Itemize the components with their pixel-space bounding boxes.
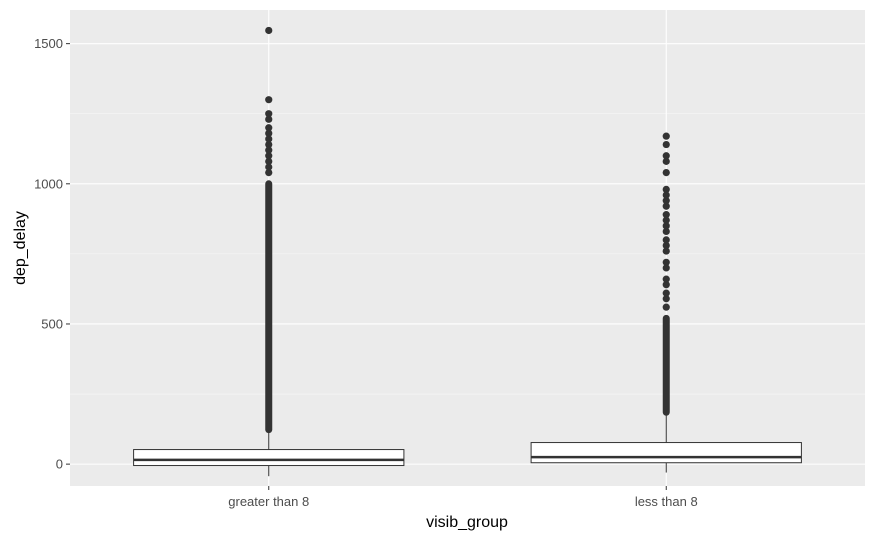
box-group: [133, 26, 405, 477]
outlier-point: [662, 264, 670, 272]
box-iqr: [530, 442, 802, 464]
outlier-point: [662, 152, 670, 160]
outlier-point: [265, 115, 273, 123]
outlier-point: [662, 247, 670, 255]
y-tick-label: 500: [41, 316, 63, 331]
outlier-point: [662, 236, 670, 244]
outlier-point: [265, 163, 273, 171]
x-tick-label: greater than 8: [228, 494, 309, 509]
outlier-point: [662, 289, 670, 297]
outlier-point: [265, 124, 273, 132]
outlier-point: [662, 258, 670, 266]
outlier-point: [662, 216, 670, 224]
outlier-point: [662, 303, 670, 311]
outlier-point: [662, 197, 670, 205]
x-axis-ticks: greater than 8 less than 8: [228, 486, 698, 509]
y-tick-label: 0: [56, 457, 63, 472]
outlier-point: [662, 211, 670, 219]
outlier-point: [662, 222, 670, 230]
outlier-point: [662, 168, 670, 177]
minor-gridlines: [70, 113, 865, 395]
outlier-point: [265, 135, 273, 143]
outlier-point: [662, 281, 670, 289]
panel-background: [70, 10, 865, 486]
box-group: [530, 132, 802, 473]
outlier-point: [662, 227, 670, 236]
outlier-point: [265, 110, 273, 118]
outlier-point: [662, 191, 670, 199]
outlier-point: [662, 202, 670, 210]
y-tick-label: 1000: [34, 176, 63, 191]
outlier-point: [265, 152, 273, 160]
outlier-point: [662, 132, 670, 140]
outlier-point: [662, 295, 670, 303]
outlier-point: [265, 26, 273, 35]
outlier-point: [662, 157, 670, 165]
outlier-point: [265, 96, 273, 104]
x-axis-title: visib_group: [426, 514, 508, 531]
y-axis-ticks: 0 500 1000 1500: [34, 36, 70, 472]
outlier-point: [662, 241, 670, 250]
outlier-point: [662, 185, 670, 194]
outlier-point: [265, 146, 273, 154]
y-tick-label: 1500: [34, 36, 63, 51]
y-axis-title: dep_delay: [12, 211, 29, 285]
outlier-point: [265, 157, 273, 165]
outlier-point: [265, 168, 273, 177]
boxes: [133, 26, 802, 477]
outlier-point: [662, 140, 670, 149]
box-iqr: [133, 449, 405, 467]
outlier-point: [265, 129, 273, 137]
x-tick-label: less than 8: [635, 494, 698, 509]
outlier-point: [662, 275, 670, 283]
outlier-point: [265, 140, 273, 149]
